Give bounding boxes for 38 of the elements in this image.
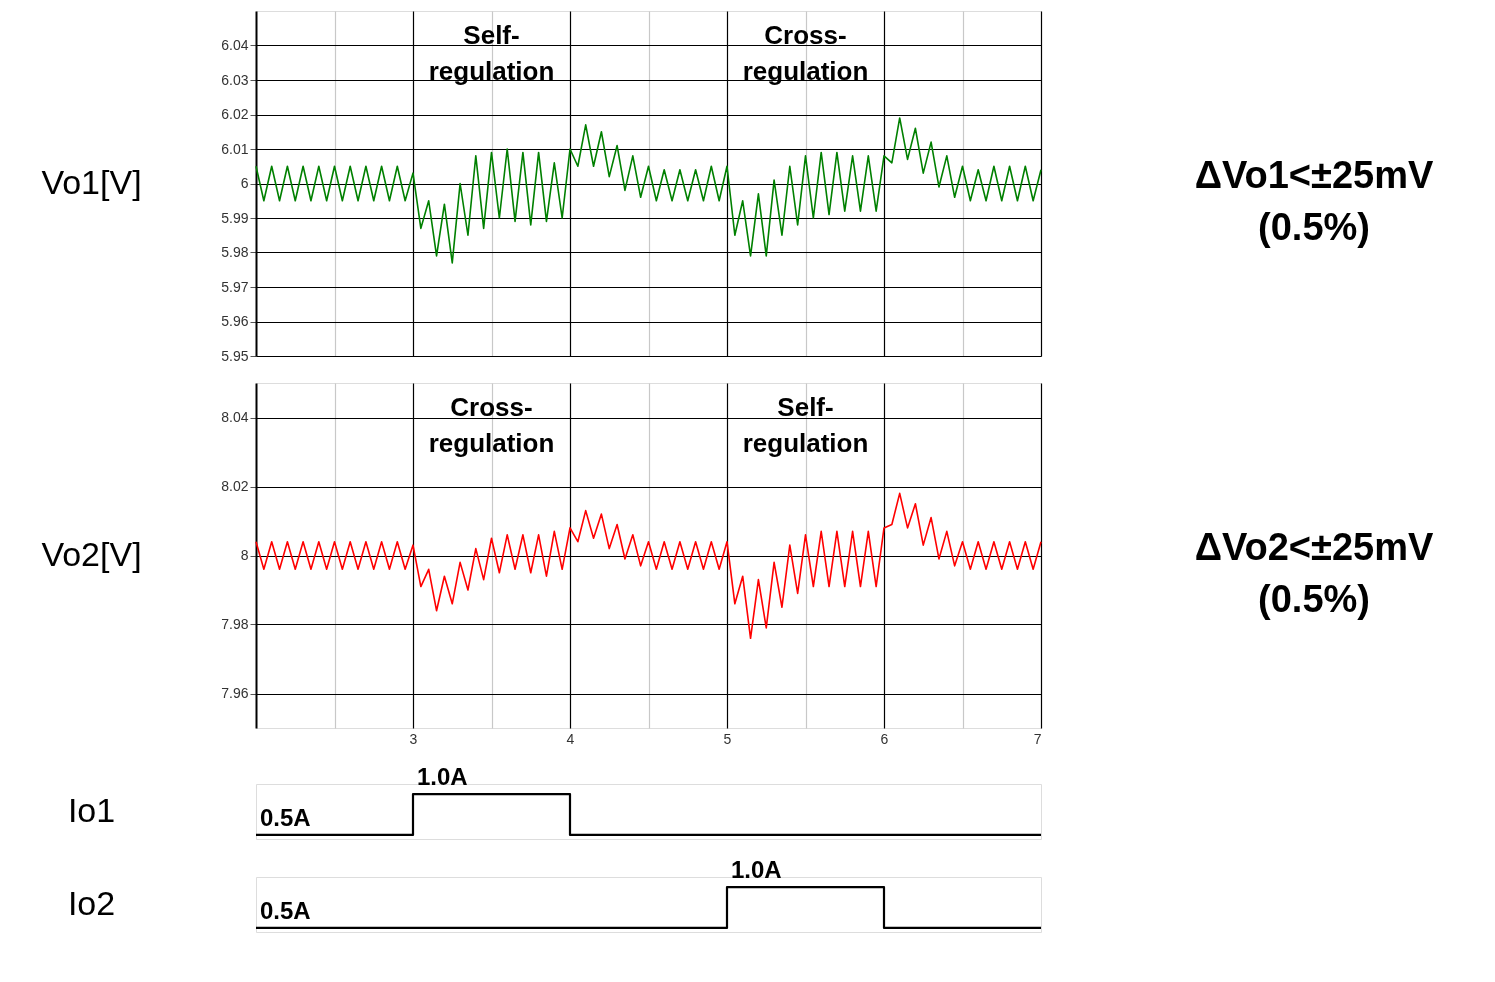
annotation: Cross-regulation [428, 392, 555, 458]
y-tick-label: 8.04 [221, 409, 249, 425]
annotation: Self-regulation [428, 20, 555, 86]
y-tick-label: 5.95 [221, 347, 249, 364]
y-tick-label: 6.01 [221, 140, 249, 157]
text: (0.5%) [1258, 205, 1370, 248]
data-label: 1.0A [417, 763, 468, 791]
data-label: 0.5A [260, 803, 311, 831]
y-tick-label: 5.98 [221, 244, 249, 260]
y-tick-label: 8 [240, 547, 249, 563]
y-tick-label: 6.04 [221, 37, 249, 53]
y-tick-label: 6 [240, 175, 249, 191]
text: ΔVo1<±25mV [1194, 153, 1434, 196]
y-axis-title: Io2 [67, 884, 116, 922]
text: (0.5%) [1258, 577, 1370, 620]
y-tick-label: 5.96 [221, 313, 249, 329]
annotation: Cross-regulation [742, 20, 869, 86]
y-tick-label: 6.02 [221, 106, 249, 122]
x-tick-label: 4 [566, 730, 575, 747]
y-tick-label: 8.02 [221, 478, 249, 494]
y-axis-title: Vo2[V] [41, 535, 142, 573]
line-series [255, 117, 1042, 264]
y-tick-label: 5.99 [221, 209, 249, 226]
y-tick-label: 7.98 [221, 616, 249, 632]
x-tick-label: 5 [723, 730, 732, 747]
y-tick-label: 7.96 [221, 685, 249, 701]
data-label: 0.5A [260, 896, 311, 924]
x-tick-label: 6 [880, 730, 889, 747]
y-tick-label: 5.97 [221, 278, 249, 295]
y-tick-label: 6.03 [221, 71, 249, 88]
x-tick-label: 3 [409, 730, 418, 747]
line-series [255, 492, 1042, 640]
annotation: Self-regulation [742, 392, 869, 458]
data-label: 1.0A [731, 856, 782, 884]
y-axis-title: Vo1[V] [41, 163, 142, 201]
y-axis-title: Io1 [67, 791, 116, 829]
x-tick-label: 7 [1033, 730, 1042, 747]
text: ΔVo2<±25mV [1194, 525, 1434, 568]
